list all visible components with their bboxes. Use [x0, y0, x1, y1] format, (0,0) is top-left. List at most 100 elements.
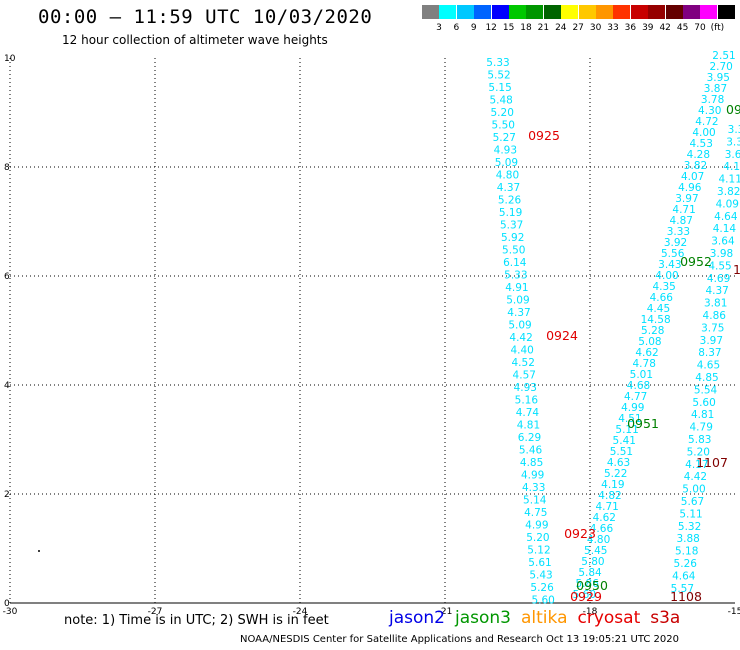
scale-swatch	[491, 5, 509, 19]
wave-height-label: 4.72	[695, 116, 718, 128]
wave-height-label: 5.41	[613, 435, 636, 447]
wave-height-label: 5.60	[692, 397, 715, 409]
wave-height-label: 4.33	[522, 482, 545, 494]
wave-height-label: 4.66	[590, 523, 614, 535]
wave-height-label: 5.45	[584, 545, 607, 557]
wave-height-label: 4.96	[678, 182, 702, 194]
wave-height-label: 3.88	[676, 533, 699, 545]
wave-height-label: 4.37	[507, 307, 530, 319]
wave-height-label: 5.50	[492, 120, 515, 132]
wave-height-label: 4.87	[670, 215, 693, 227]
scale-swatch	[717, 5, 735, 19]
wave-height-label: 5.20	[491, 107, 514, 119]
scale-swatch	[596, 5, 613, 19]
wave-height-label: 4.35	[652, 281, 675, 293]
wave-height-label: 4.75	[524, 507, 547, 519]
wave-height-label: 4.00	[692, 127, 715, 139]
wave-height-label: 4.28	[687, 149, 710, 161]
wave-height-label: 5.20	[687, 446, 710, 458]
scale-swatch	[439, 5, 457, 19]
wave-height-label: 5.60	[573, 589, 596, 601]
wave-height-label: 5.00	[682, 484, 705, 496]
coast-fragment	[38, 550, 40, 552]
pass-time-label: 0925	[528, 128, 560, 143]
wave-height-label: 4.14	[713, 223, 737, 235]
wave-height-label: 5.26	[674, 558, 698, 570]
wave-height-label: 5.32	[678, 521, 701, 533]
wave-height-label: 4.81	[517, 420, 540, 432]
pass-time-label: 0952	[680, 254, 712, 269]
wave-height-label: 3.95	[707, 72, 730, 84]
lon-tick-label: -18	[583, 607, 598, 617]
scale-swatch	[509, 5, 526, 19]
wave-height-label: 4.51	[618, 413, 641, 425]
wave-height-label: 5.61	[528, 557, 551, 569]
wave-height-label: 5.08	[638, 336, 661, 348]
wave-height-label: 4.62	[635, 347, 658, 359]
wave-height-label: 4.1	[723, 161, 740, 173]
pass-time-label: 1	[733, 262, 740, 277]
map-subtitle: 12 hour collection of altimeter wave hei…	[62, 33, 328, 47]
wave-height-label: 3.82	[717, 186, 740, 198]
wave-height-label: 4.86	[703, 310, 727, 322]
wave-height-label: 4.63	[607, 457, 630, 469]
lat-tick-label: 4	[4, 381, 10, 391]
lat-tick-label: 10	[4, 54, 16, 64]
wave-height-label: 4.81	[691, 409, 714, 421]
wave-height-label: 4.55	[708, 260, 731, 272]
wave-height-label: 4.80	[496, 170, 519, 182]
lon-tick-label: -15	[728, 607, 740, 617]
wave-height-label: 4.30	[698, 105, 721, 117]
wave-height-label: 3.92	[664, 237, 687, 249]
lat-tick-label: 8	[4, 163, 10, 173]
wave-height-label: 4.77	[624, 391, 647, 403]
scale-label: 42	[659, 23, 671, 33]
wave-height-label: 4.79	[690, 422, 713, 434]
wave-height-label: 3.75	[701, 322, 724, 334]
wave-height-label: 3.87	[704, 83, 727, 95]
wave-height-label: 5.22	[604, 468, 627, 480]
wave-height-label: 3.3	[726, 136, 740, 148]
lon-tick-label: -21	[438, 607, 453, 617]
scale-label: 12	[485, 23, 497, 33]
wave-height-label: 5.19	[499, 207, 522, 219]
scale-swatch	[683, 5, 700, 19]
wave-height-label: 3.3	[728, 124, 740, 136]
wave-height-label: 4.42	[684, 471, 707, 483]
wave-height-label: 4.99	[525, 520, 548, 532]
wave-height-label: 5.51	[610, 446, 633, 458]
wave-height-label: 3.6	[725, 149, 740, 161]
satellite-legend: jason2 jason3 altika cryosat s3a	[389, 608, 690, 628]
wave-height-label: 4.99	[521, 470, 544, 482]
wave-height-label: 3.97	[700, 335, 723, 347]
pass-time-label: 09	[726, 102, 740, 117]
wave-height-label: 5.16	[515, 395, 539, 407]
wave-height-label: 4.53	[690, 138, 713, 150]
wave-height-label: 4.85	[695, 372, 718, 384]
lon-tick-label: -24	[293, 607, 308, 617]
wave-height-label: 5.84	[578, 567, 602, 579]
wave-height-label: 5.11	[615, 424, 638, 436]
wave-height-label: 4.93	[514, 382, 537, 394]
wave-height-label: 3.33	[667, 226, 690, 238]
wave-height-label: 5.14	[523, 495, 547, 507]
wave-height-label: 5.54	[694, 384, 718, 396]
pass-time-label: 0950	[576, 578, 608, 593]
scale-label: 70	[694, 23, 706, 33]
lon-tick-label: -27	[148, 607, 163, 617]
scale-swatch	[561, 5, 579, 19]
wave-height-label: 5.43	[529, 570, 552, 582]
scale-swatch	[630, 5, 648, 19]
units-note: note: 1) Time is in UTC; 2) SWH is in fe…	[64, 613, 329, 628]
scale-swatch	[613, 5, 631, 19]
scale-label: 15	[502, 23, 515, 33]
wave-height-label: 5.92	[501, 232, 524, 244]
wave-height-label: 3.81	[704, 298, 727, 310]
wave-height-label: 5.67	[681, 496, 704, 508]
scale-label: 39	[642, 23, 654, 33]
wave-height-label: 5.26	[498, 195, 522, 207]
wave-height-label: 5.01	[630, 369, 653, 381]
scale-label: 27	[572, 23, 584, 33]
wave-height-label: 5.26	[530, 582, 554, 594]
